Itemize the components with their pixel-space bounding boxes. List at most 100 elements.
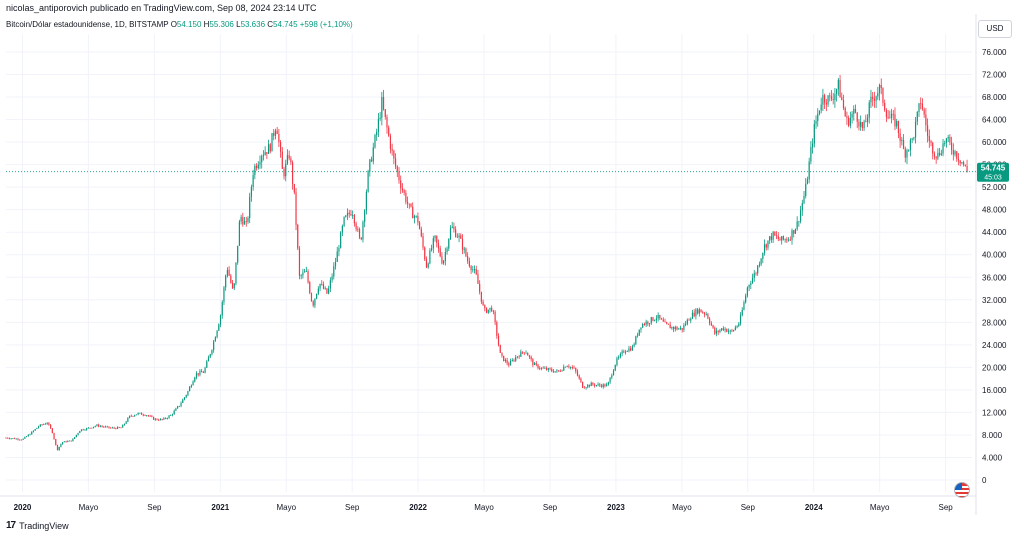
candle-body (381, 97, 383, 118)
candle-body (62, 442, 64, 445)
candle-body (509, 361, 512, 366)
candle-body (678, 328, 680, 330)
candle-body (844, 108, 846, 117)
candle-body (82, 429, 84, 431)
candle-body (338, 248, 340, 252)
candle-body (758, 264, 760, 266)
candle-body (34, 429, 36, 431)
candle-body (521, 351, 524, 353)
candle-body (765, 244, 767, 248)
candle-body (485, 308, 488, 313)
currency-selector[interactable]: USD (978, 20, 1012, 38)
candle-body (132, 415, 134, 417)
candle-body (755, 273, 757, 275)
candle-body (964, 164, 966, 166)
candle-body (398, 171, 400, 181)
candle-body (146, 415, 148, 417)
candle-body (137, 413, 139, 415)
candle-body (945, 138, 948, 143)
candle-body (185, 395, 187, 398)
candle-body (618, 356, 620, 359)
candle-body (544, 368, 546, 369)
candle-body (492, 311, 494, 312)
candle-body (597, 384, 599, 386)
candle-body (897, 121, 900, 134)
candle-body (612, 370, 615, 376)
candle-body (839, 79, 841, 98)
low-label: L (236, 20, 241, 29)
candle-body (491, 307, 493, 312)
candle-body (877, 92, 879, 97)
candle-body (672, 326, 675, 330)
candle-body (777, 236, 779, 240)
candle-body (616, 358, 618, 365)
candle-body (460, 235, 462, 239)
candle-body (830, 96, 833, 100)
candle-body (623, 351, 625, 353)
candle-body (223, 287, 225, 303)
candle-body (523, 352, 525, 354)
candle-body (631, 346, 634, 351)
candle-body (630, 348, 632, 351)
candle-body (336, 251, 338, 262)
candle-body (606, 384, 608, 387)
candle-body (808, 161, 810, 180)
candle-body (825, 102, 827, 105)
candle-body (324, 288, 326, 290)
candle-body (154, 418, 156, 420)
candle-body (729, 330, 731, 332)
candle-body (726, 328, 728, 332)
candle-body (130, 415, 132, 417)
candle-body (655, 318, 658, 321)
candle-body (501, 352, 503, 356)
candle-body (44, 423, 47, 425)
candle-body (854, 109, 857, 113)
candle-body (87, 427, 89, 429)
candle-body (686, 319, 688, 325)
tradingview-brand[interactable]: 17 TradingView (6, 520, 69, 531)
x-tick-label: Mayo (79, 503, 99, 512)
candle-body (458, 235, 460, 238)
candle-body (896, 121, 898, 127)
candle-body (710, 323, 712, 326)
candle-body (551, 369, 553, 372)
candle-body (959, 160, 961, 164)
candle-body (159, 418, 162, 421)
candle-body (43, 424, 45, 425)
us-flag-icon[interactable] (954, 482, 970, 498)
candle-body (252, 175, 254, 188)
candle-body (963, 162, 965, 165)
candle-body (818, 110, 821, 115)
candle-body (211, 350, 213, 355)
candle-body (158, 419, 160, 421)
candle-body (51, 428, 53, 434)
candle-body (120, 427, 122, 429)
candle-body (863, 121, 865, 129)
candle-body (38, 426, 40, 428)
candle-body (427, 263, 429, 268)
candle-body (243, 221, 246, 225)
candle-body (775, 235, 778, 237)
candle-body (954, 151, 956, 155)
candle-body (226, 269, 228, 276)
candle-body (763, 244, 766, 253)
candle-body (614, 364, 616, 371)
candle-body (595, 385, 597, 386)
candle-body (870, 96, 872, 103)
candle-body (619, 353, 621, 357)
candle-body (135, 414, 138, 416)
candle-body (679, 327, 682, 329)
candle-body (582, 381, 584, 388)
candle-body (798, 221, 800, 223)
candle-body (923, 109, 925, 115)
candle-body (518, 356, 520, 358)
candle-body (751, 277, 754, 284)
candle-body (781, 236, 783, 241)
candle-body (194, 377, 196, 382)
x-tick-label: Sep (345, 503, 360, 512)
x-tick-label: Mayo (474, 503, 494, 512)
y-tick-label: 76.000 (982, 48, 1007, 57)
candle-body (379, 117, 381, 119)
candle-body (322, 284, 325, 289)
